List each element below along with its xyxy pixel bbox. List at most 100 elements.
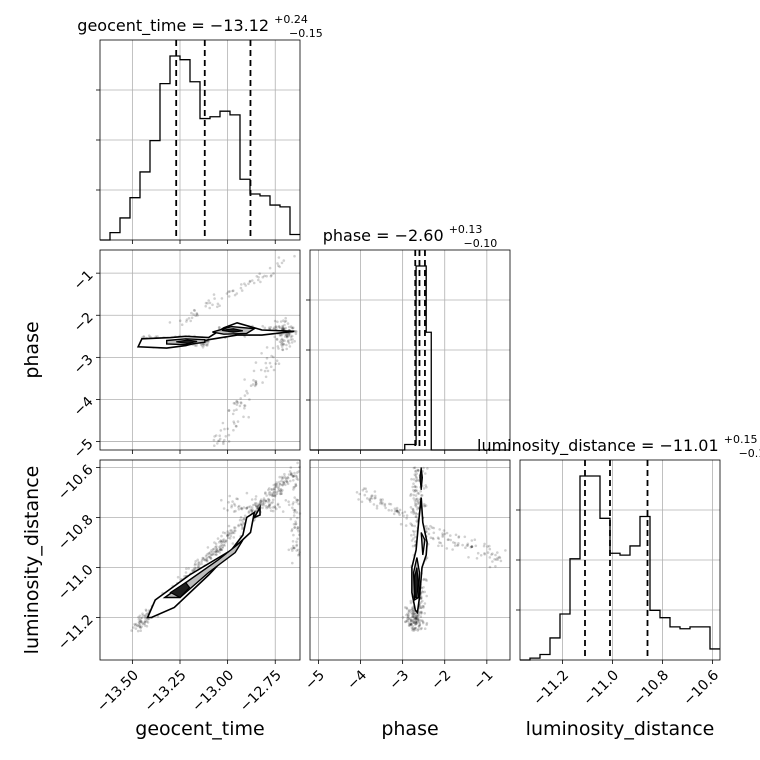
- sample-point: [280, 343, 283, 346]
- sample-point: [240, 523, 244, 527]
- sample-point: [414, 617, 418, 620]
- histogram-geocent_time: [100, 55, 300, 241]
- sample-point: [141, 614, 145, 617]
- sample-point: [413, 626, 417, 630]
- sample-point: [466, 542, 470, 546]
- sample-point: [216, 442, 219, 445]
- sample-point: [220, 498, 223, 502]
- sample-point: [275, 338, 279, 341]
- sample-point: [273, 505, 277, 508]
- sample-point: [287, 342, 291, 345]
- sample-point: [412, 620, 416, 623]
- sample-point: [185, 567, 188, 570]
- sample-point: [227, 501, 230, 504]
- sample-point: [268, 266, 272, 270]
- sample-point: [248, 279, 252, 283]
- sample-point: [411, 609, 415, 613]
- sample-point: [291, 338, 294, 341]
- sample-point: [401, 616, 405, 619]
- sample-point: [280, 475, 284, 479]
- sample-point: [389, 502, 393, 506]
- sample-point: [409, 522, 412, 525]
- sample-point: [270, 354, 273, 358]
- sample-point: [276, 502, 280, 506]
- sample-point: [259, 502, 263, 506]
- sample-point: [143, 622, 146, 625]
- sample-point: [275, 507, 278, 511]
- sample-point: [257, 276, 260, 279]
- sample-point: [226, 509, 229, 512]
- sample-point: [413, 623, 417, 626]
- sample-point: [226, 530, 229, 533]
- sample-point: [491, 552, 494, 555]
- sample-point: [289, 479, 292, 483]
- sample-point: [243, 394, 247, 397]
- sample-point: [233, 504, 237, 507]
- title-geocent-time-main: geocent_time = −13.12: [77, 16, 269, 36]
- sample-point: [409, 601, 413, 605]
- title-phase-main: phase = −2.60: [323, 226, 444, 245]
- sample-point: [269, 326, 273, 329]
- sample-point: [412, 621, 416, 624]
- contour-inner-dist-phase-b: [419, 467, 424, 491]
- sample-point: [130, 629, 133, 632]
- sample-point: [412, 482, 415, 486]
- sample-point: [233, 293, 237, 297]
- sample-point: [261, 502, 265, 506]
- sample-point: [410, 511, 413, 514]
- sample-point: [214, 550, 218, 553]
- sample-point: [414, 474, 418, 477]
- sample-point: [466, 544, 470, 547]
- sample-point: [140, 625, 143, 628]
- sample-point: [360, 500, 364, 504]
- sample-point: [431, 536, 435, 540]
- sample-point: [412, 537, 415, 540]
- sample-point: [422, 605, 425, 608]
- sample-point: [425, 579, 428, 582]
- sample-point: [218, 547, 222, 550]
- sample-point: [361, 488, 365, 492]
- sample-point: [414, 497, 418, 501]
- sample-point: [409, 506, 413, 509]
- sample-point: [217, 439, 220, 443]
- sample-point: [281, 326, 285, 330]
- sample-point: [191, 569, 194, 572]
- sample-point: [281, 325, 285, 329]
- sample-point: [283, 339, 286, 343]
- sample-point: [268, 487, 271, 490]
- sample-point: [217, 549, 221, 552]
- sample-point: [192, 567, 196, 571]
- sample-point: [266, 505, 270, 509]
- sample-point: [414, 494, 418, 497]
- scatter-phase-vs-geocent-time: [140, 254, 298, 448]
- sample-point: [248, 398, 251, 401]
- sample-point: [274, 493, 277, 497]
- sample-point: [197, 561, 201, 565]
- sample-point: [413, 484, 417, 488]
- sample-point: [261, 506, 264, 510]
- sample-point: [267, 505, 271, 508]
- sample-point: [295, 477, 299, 480]
- sample-point: [282, 319, 285, 322]
- sample-point: [194, 314, 197, 318]
- sample-point: [364, 487, 368, 491]
- sample-point: [295, 475, 299, 479]
- sample-point: [397, 511, 401, 515]
- sample-point: [278, 480, 281, 484]
- sample-point: [213, 297, 216, 300]
- sample-point: [226, 534, 229, 537]
- sample-point: [230, 531, 234, 535]
- sample-point: [293, 508, 297, 512]
- sample-point: [227, 524, 231, 528]
- grid-luminosity_distance-phase: [310, 460, 510, 660]
- sample-point: [437, 544, 440, 548]
- sample-point: [209, 553, 213, 557]
- sample-point: [291, 474, 295, 478]
- sample-point: [240, 507, 244, 511]
- sample-point: [410, 611, 413, 614]
- sample-point: [235, 403, 239, 406]
- sample-point: [414, 612, 418, 616]
- sample-point: [405, 613, 408, 617]
- sample-point: [251, 279, 254, 282]
- sample-point: [273, 335, 277, 339]
